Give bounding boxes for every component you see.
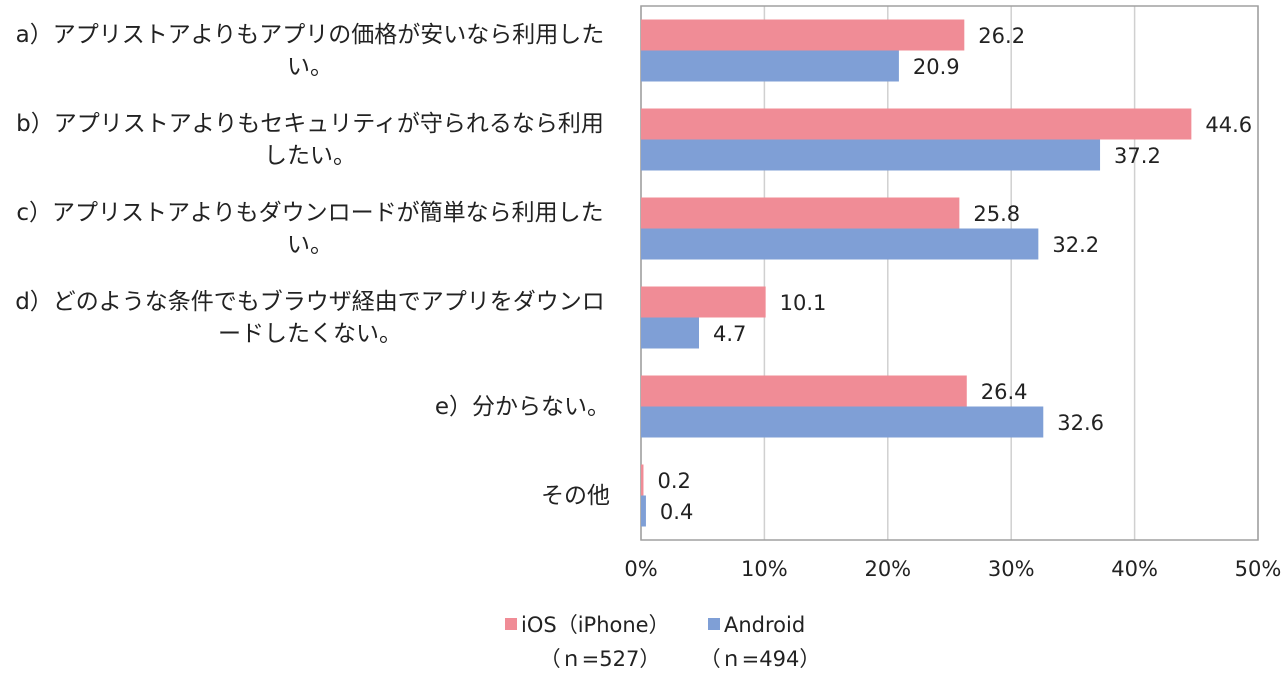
sample-size: （ｎ=527） [540,647,661,671]
bar [641,464,644,496]
x-tick-label: 30% [988,557,1035,581]
x-tick-label: 0% [624,557,657,581]
sample-size: （ｎ=494） [700,647,821,671]
data-label: 26.4 [981,380,1028,404]
data-label: 4.7 [713,322,746,346]
data-label: 20.9 [913,55,960,79]
data-label: 32.6 [1057,411,1104,435]
y-tick-label: c）アプリストアよりもダウンロードが簡単なら利用したい。 [10,184,610,273]
x-tick-label: 10% [741,557,788,581]
y-tick-label: e）分からない。 [10,362,610,451]
x-tick-label: 20% [864,557,911,581]
bar [641,50,899,82]
bar [641,495,646,527]
y-tick-label: a）アプリストアよりもアプリの価格が安いなら利用したい。 [10,6,610,95]
legend-swatch [708,618,720,630]
data-label: 10.1 [780,291,827,315]
bar [641,139,1101,171]
legend-swatch [505,618,517,630]
bar [641,197,960,229]
bar [641,406,1044,438]
bar [641,228,1039,260]
bar [641,317,699,349]
bar [641,375,967,407]
bar [641,19,965,51]
bar [641,286,766,318]
plot-border [640,5,1259,541]
x-tick-label: 50% [1235,557,1282,581]
category-text: a）アプリストアよりもアプリの価格が安いなら利用したい。 [15,21,605,80]
category-text: d）どのような条件でもブラウザ経由でアプリをダウンロードしたくない。 [15,288,605,347]
category-text: c）アプリストアよりもダウンロードが簡単なら利用したい。 [16,199,604,258]
bar [641,108,1192,140]
legend-label: Android [724,613,805,637]
y-tick-label: d）どのような条件でもブラウザ経由でアプリをダウンロードしたくない。 [10,273,610,362]
data-label: 37.2 [1114,144,1161,168]
data-label: 32.2 [1052,233,1099,257]
legend-label: iOS（iPhone） [521,613,670,637]
data-label: 0.2 [657,469,690,493]
y-tick-label: b）アプリストアよりもセキュリティが守られるなら利用したい。 [10,95,610,184]
category-text: その他 [541,482,610,509]
category-text: e）分からない。 [434,393,610,420]
data-label: 25.8 [973,202,1020,226]
y-tick-label: その他 [10,451,610,540]
data-label: 44.6 [1205,113,1252,137]
x-tick-label: 40% [1111,557,1158,581]
category-text: b）アプリストアよりもセキュリティが守られるなら利用したい。 [16,110,604,169]
data-label: 0.4 [660,500,693,524]
data-label: 26.2 [978,24,1025,48]
